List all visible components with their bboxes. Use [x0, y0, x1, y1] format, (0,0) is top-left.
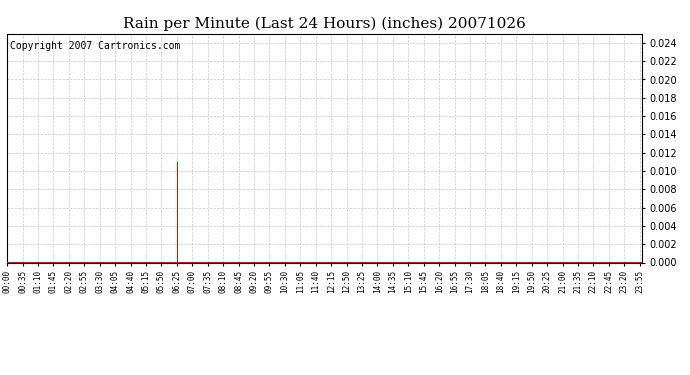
- Title: Rain per Minute (Last 24 Hours) (inches) 20071026: Rain per Minute (Last 24 Hours) (inches)…: [123, 17, 526, 31]
- Text: Copyright 2007 Cartronics.com: Copyright 2007 Cartronics.com: [10, 40, 181, 51]
